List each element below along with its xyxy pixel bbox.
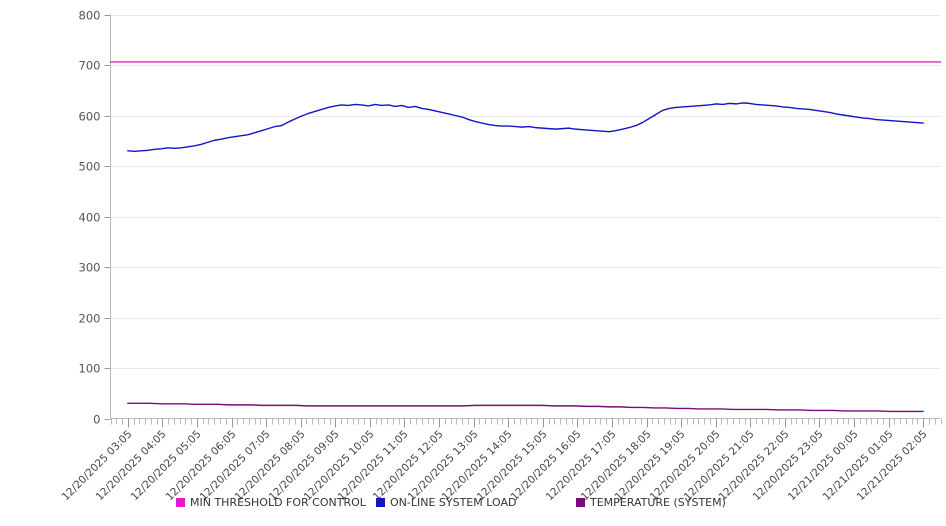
y-axis-labels: 0 100 200 300 400 500 600 700 800 xyxy=(79,9,101,427)
x-axis-minor-ticks xyxy=(111,418,942,425)
y-axis-tick-label: 300 xyxy=(79,261,101,275)
y-axis-tick-label: 0 xyxy=(93,413,100,427)
y-axis-tick-label: 200 xyxy=(79,312,101,326)
series-lines xyxy=(109,61,942,413)
y-axis-tick-label: 600 xyxy=(79,110,101,124)
y-axis-tick-label: 100 xyxy=(79,362,101,376)
gridlines xyxy=(110,15,941,369)
y-axis-tick-label: 500 xyxy=(79,160,101,174)
y-axis-tick-label: 800 xyxy=(79,9,101,23)
legend-label: ON-LINE SYSTEM LOAD xyxy=(390,496,516,509)
y-axis-ticks xyxy=(104,15,111,420)
legend-label: MIN THRESHOLD FOR CONTROL xyxy=(190,496,367,509)
legend-label: TEMPERATURE (SYSTEM) xyxy=(589,496,726,509)
y-axis-tick-label: 400 xyxy=(79,211,101,225)
series-line xyxy=(127,402,924,413)
x-axis-major-ticks xyxy=(128,418,924,428)
legend-swatch xyxy=(576,498,585,507)
legend-swatch xyxy=(376,498,385,507)
series-line xyxy=(127,102,924,153)
legend-swatch xyxy=(176,498,185,507)
y-axis-tick-label: 700 xyxy=(79,59,101,73)
chart-legend: MIN THRESHOLD FOR CONTROL ON-LINE SYSTEM … xyxy=(176,496,726,509)
